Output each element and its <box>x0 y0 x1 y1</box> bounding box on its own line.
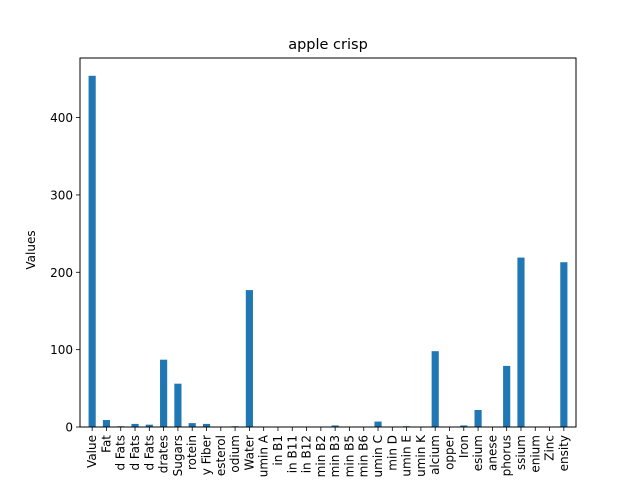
bar <box>202 423 211 427</box>
y-axis: 0 100 200 300 400 <box>50 111 80 435</box>
x-tick-label: odium <box>228 435 242 473</box>
chart-title: apple crisp <box>288 37 368 53</box>
bar <box>245 290 253 427</box>
x-tick-label: in B1 <box>271 435 285 466</box>
plot-frame <box>79 57 577 428</box>
x-tick-label: esium <box>471 435 485 471</box>
bar <box>474 409 482 427</box>
x-tick-label: umin A <box>257 434 271 477</box>
x-axis: Value Fat d Fats d Fats d Fats drates Sugars ro… <box>85 427 571 477</box>
y-tick-label: 100 <box>50 343 73 357</box>
x-tick-label: d Fats <box>114 435 128 471</box>
y-tick-label: 0 <box>65 421 73 435</box>
bar <box>431 351 439 427</box>
x-tick-label: opper <box>443 435 457 470</box>
x-tick-label: y Fiber <box>200 435 214 475</box>
x-tick-label: Water <box>242 435 256 471</box>
x-tick-label: esterol <box>214 435 228 476</box>
x-tick-label: in B11 <box>285 435 299 473</box>
x-tick-label: Value <box>85 435 99 468</box>
x-tick-label: umin K <box>414 434 428 477</box>
x-tick-label: in B12 <box>300 435 314 473</box>
x-tick-label: Sugars <box>171 435 185 476</box>
bars-group <box>88 75 568 427</box>
x-tick-label: Iron <box>457 435 471 458</box>
y-tick-label: 200 <box>50 266 73 280</box>
bar <box>374 421 382 427</box>
x-tick-label: alcium <box>428 435 442 475</box>
x-tick-label: umin C <box>371 435 385 477</box>
x-tick-label: Fat <box>99 435 113 453</box>
x-tick-label: rotein <box>185 435 199 470</box>
x-tick-label: enium <box>528 435 542 473</box>
x-tick-label: min B2 <box>314 435 328 477</box>
y-axis-label: Values <box>24 230 38 269</box>
bar <box>503 365 511 427</box>
x-tick-label: umin E <box>400 435 414 477</box>
bar <box>160 359 168 427</box>
x-tick-label: ensity <box>557 435 571 471</box>
x-tick-label: drates <box>157 435 171 473</box>
bar <box>331 425 339 427</box>
y-tick-label: 400 <box>50 111 73 125</box>
x-tick-label: min B6 <box>357 435 371 477</box>
x-tick-label: ssium <box>514 435 528 470</box>
bar <box>560 262 568 427</box>
bar <box>88 75 96 427</box>
x-tick-label: phorus <box>500 435 514 476</box>
x-tick-label: min D <box>385 435 399 471</box>
x-tick-label: d Fats <box>142 435 156 471</box>
bar <box>517 257 525 427</box>
x-tick-label: min B5 <box>342 435 356 477</box>
x-tick-label: min B3 <box>328 435 342 477</box>
bar <box>102 420 111 427</box>
bar <box>460 425 468 427</box>
bar <box>131 423 139 427</box>
bar <box>145 424 153 427</box>
x-tick-label: anese <box>485 435 499 471</box>
bar <box>174 383 182 427</box>
y-tick-label: 300 <box>50 188 73 202</box>
x-tick-label: Zinc <box>543 435 557 461</box>
x-tick-label: d Fats <box>128 435 142 471</box>
bar <box>188 423 196 427</box>
